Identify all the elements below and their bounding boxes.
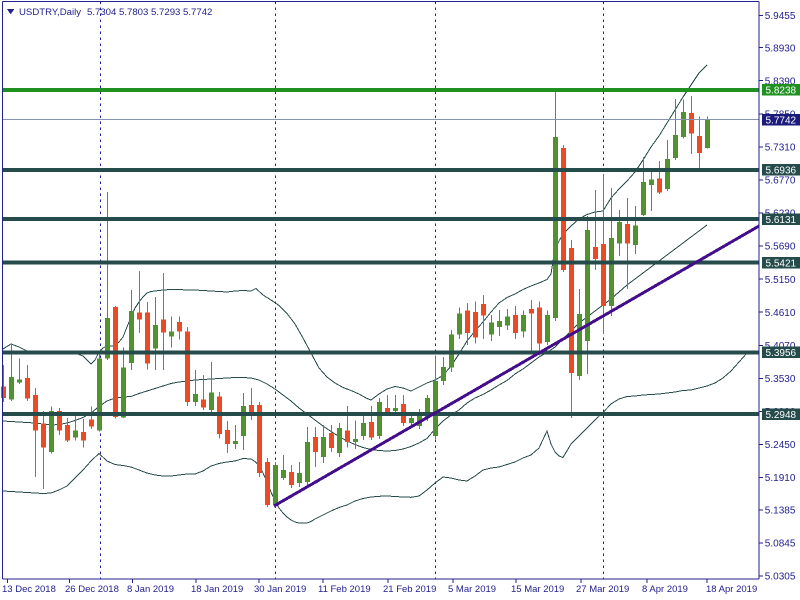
svg-text:5.5150: 5.5150 [765,275,796,286]
svg-text:5.6770: 5.6770 [765,176,796,187]
svg-text:5.0845: 5.0845 [765,538,796,549]
svg-text:5.2450: 5.2450 [765,440,796,451]
svg-text:5.2948: 5.2948 [766,410,797,421]
svg-text:5.5690: 5.5690 [765,242,796,253]
svg-text:5.1910: 5.1910 [765,473,796,484]
svg-text:5.8390: 5.8390 [765,76,796,87]
svg-text:5.3956: 5.3956 [766,348,797,359]
svg-text:USDTRY,Daily: USDTRY,Daily [19,7,81,18]
svg-text:30 Jan 2019: 30 Jan 2019 [254,584,306,595]
svg-text:13 Dec 2018: 13 Dec 2018 [2,584,56,595]
svg-text:5.5421: 5.5421 [766,258,797,269]
svg-text:5.0305: 5.0305 [765,572,796,583]
svg-text:5.7304 5.7803 5.7293 5.7742: 5.7304 5.7803 5.7293 5.7742 [87,7,212,18]
svg-text:5.6131: 5.6131 [766,215,797,226]
svg-text:5.1385: 5.1385 [765,505,796,516]
svg-text:5.7310: 5.7310 [765,143,796,154]
svg-text:5.3530: 5.3530 [765,374,796,385]
svg-text:5.6936: 5.6936 [766,166,797,177]
svg-text:5.8930: 5.8930 [765,43,796,54]
svg-text:15 Mar 2019: 15 Mar 2019 [511,584,564,595]
svg-text:18 Apr 2019: 18 Apr 2019 [706,584,757,595]
svg-text:21 Feb 2019: 21 Feb 2019 [383,584,436,595]
svg-text:5 Mar 2019: 5 Mar 2019 [448,584,496,595]
svg-text:5.4610: 5.4610 [765,308,796,319]
svg-text:18 Jan 2019: 18 Jan 2019 [191,584,243,595]
svg-text:11 Feb 2019: 11 Feb 2019 [318,584,371,595]
svg-text:8 Apr 2019: 8 Apr 2019 [642,584,688,595]
svg-text:5.9455: 5.9455 [765,11,796,22]
svg-text:8 Jan 2019: 8 Jan 2019 [127,584,174,595]
svg-text:5.8238: 5.8238 [766,85,797,96]
svg-text:5.4070: 5.4070 [765,341,796,352]
svg-text:27 Mar 2019: 27 Mar 2019 [576,584,629,595]
svg-text:5.7742: 5.7742 [766,116,797,127]
svg-text:26 Dec 2018: 26 Dec 2018 [65,584,119,595]
